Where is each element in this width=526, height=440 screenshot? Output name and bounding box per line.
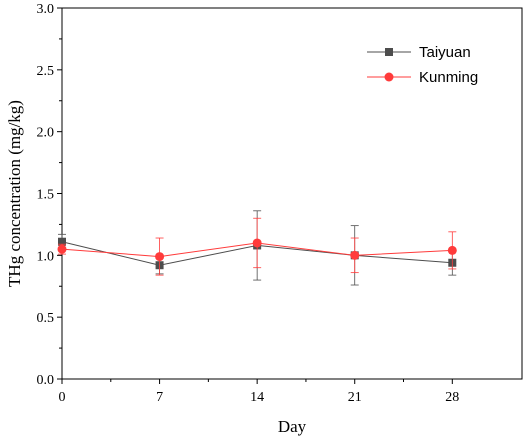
legend-item-kunming: Kunming	[367, 69, 478, 86]
data-point	[155, 252, 165, 262]
x-axis: 0 7 14 21 28	[59, 379, 459, 405]
y-tick-label: 2.5	[37, 64, 55, 79]
data-point	[350, 250, 360, 260]
legend-marker	[384, 72, 394, 82]
y-tick-label: 2.0	[37, 126, 55, 141]
y-tick-label: 0.5	[37, 311, 55, 326]
legend-label: Kunming	[419, 69, 478, 86]
plot-frame	[61, 7, 523, 380]
y-axis: 0.0 0.5 1.0 1.5 2.0 2.5 3.0	[37, 2, 62, 388]
legend: Taiyuan Kunming	[367, 44, 478, 86]
data-point	[58, 237, 66, 246]
data-point	[252, 238, 262, 248]
y-tick-label: 1.0	[37, 249, 55, 264]
series-layer	[57, 210, 457, 286]
x-axis-title: Day	[278, 417, 307, 436]
legend-label: Taiyuan	[419, 44, 471, 61]
series-kunming	[57, 217, 457, 276]
x-tick-label: 21	[348, 390, 362, 405]
x-tick-label: 0	[59, 390, 66, 405]
x-tick-label: 28	[445, 390, 459, 405]
y-axis-title: THg concentration (mg/kg)	[5, 100, 24, 287]
plot-border	[61, 7, 523, 380]
y-tick-label: 1.5	[37, 188, 55, 203]
legend-item-taiyuan: Taiyuan	[367, 44, 471, 61]
legend-marker	[385, 48, 393, 56]
x-tick-label: 7	[156, 390, 163, 405]
y-tick-label: 3.0	[37, 2, 55, 17]
data-point	[57, 244, 67, 254]
y-tick-label: 0.0	[37, 373, 55, 388]
x-tick-label: 14	[250, 390, 264, 405]
data-point	[447, 245, 457, 255]
